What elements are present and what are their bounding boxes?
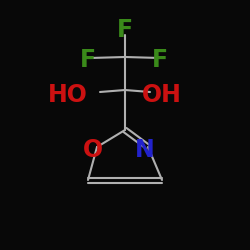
- Text: HO: HO: [48, 83, 88, 107]
- Text: O: O: [83, 138, 103, 162]
- Text: F: F: [117, 18, 133, 42]
- Text: N: N: [135, 138, 155, 162]
- Text: OH: OH: [142, 83, 182, 107]
- Text: F: F: [80, 48, 96, 72]
- Text: F: F: [152, 48, 168, 72]
